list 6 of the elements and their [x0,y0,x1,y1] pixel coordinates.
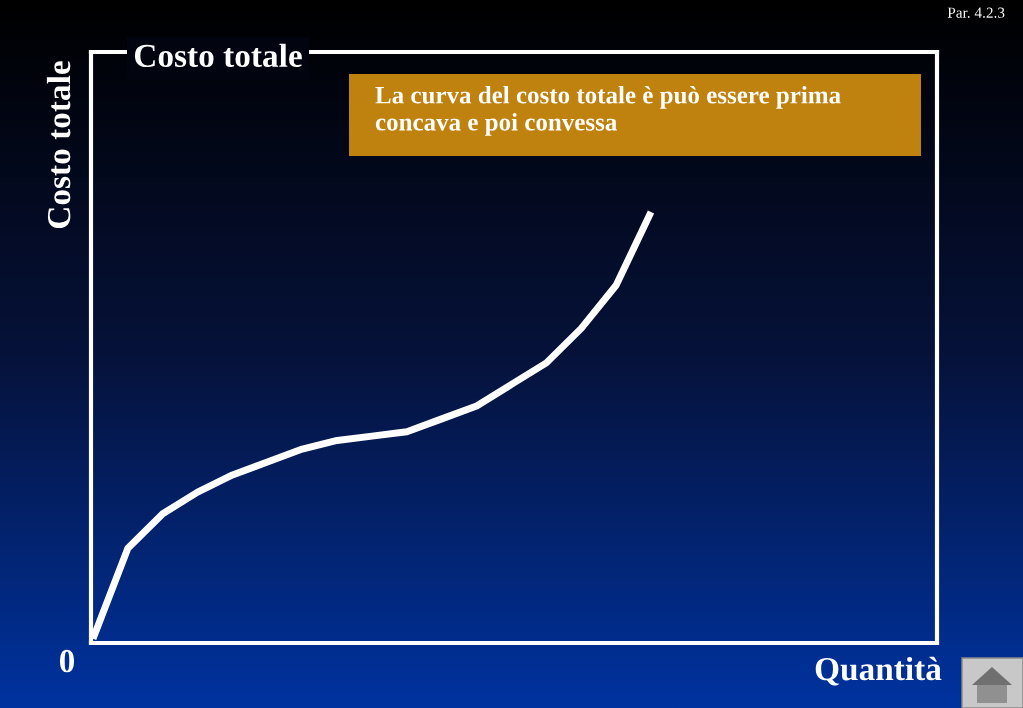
text: Par. 4.2.3 [947,7,1005,18]
text: La curva del costo totale è può essere prima concava e poi convessa [375,86,841,136]
text: 0 [59,649,75,673]
y-axis-title: Costo totale [46,61,71,229]
chart-title: Costo totale [134,43,302,68]
x-axis-title: Quantità [815,656,942,686]
